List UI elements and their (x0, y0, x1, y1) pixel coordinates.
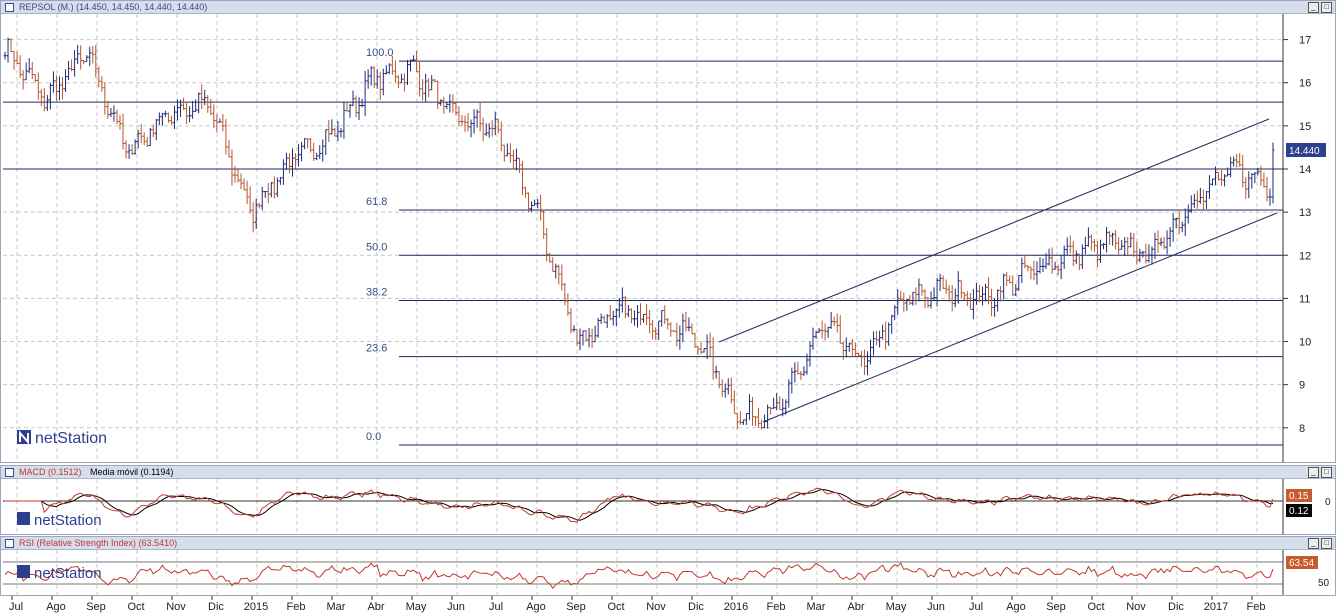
rsi-chart: 50 63.54 netStation (3, 550, 1330, 595)
macd-y-tick: 0 (1325, 497, 1331, 508)
x-tick-label: Oct (607, 601, 624, 613)
macd-signal-title: Media móvil (0.1194) (90, 467, 174, 477)
macd-panel: MACD (0.1512) Media móvil (0.1194) _ □ 0… (0, 465, 1336, 535)
x-tick-label: Dic (1168, 601, 1184, 613)
x-tick-label: Jun (927, 601, 945, 613)
x-tick-label: 2017 (1204, 601, 1228, 613)
minimize-button[interactable]: _ (1308, 538, 1319, 549)
macd-value-tag (1286, 489, 1312, 502)
logo-glyph (19, 430, 29, 445)
netstation-logo: netStation (17, 512, 102, 529)
y-tick-label: 14 (1299, 164, 1311, 176)
netstation-logo: netStation (17, 565, 102, 582)
fib-label: 61.8 (366, 196, 387, 208)
channel-upper-line (718, 118, 1270, 343)
y-tick-label: 15 (1299, 121, 1311, 133)
fib-label: 23.6 (366, 343, 387, 355)
y-tick-label: 9 (1299, 380, 1305, 392)
fib-label: 0.0 (366, 431, 381, 443)
y-tick-label: 11 (1299, 293, 1310, 305)
x-tick-label: Abr (367, 601, 384, 613)
rsi-panel-title-bar: RSI (Relative Strength Index) (63.5410) (1, 537, 1335, 550)
x-axis: Jul Ago Sep Oct Nov Dic 2015 Feb Mar Abr May Jun Jul… (9, 596, 1266, 613)
rsi-value-tag (1286, 556, 1318, 569)
channel-lower-line (762, 212, 1278, 423)
x-tick-label: Sep (566, 601, 586, 613)
x-tick-label: Sep (86, 601, 106, 613)
last-price-label: 14.440 (1289, 146, 1320, 157)
watermark-text: netStation (34, 512, 102, 529)
x-tick-label: Ago (526, 601, 546, 613)
minimize-button[interactable]: _ (1308, 2, 1319, 13)
x-tick-label: 2016 (724, 601, 748, 613)
y-tick-label: 16 (1299, 78, 1311, 90)
fib-label: 50.0 (366, 241, 387, 253)
x-tick-label: Feb (767, 601, 786, 613)
x-tick-label: 2015 (244, 601, 268, 613)
x-tick-label: Jul (969, 601, 983, 613)
watermark-text: netStation (35, 430, 107, 447)
x-tick-label: May (886, 601, 907, 613)
maximize-button[interactable]: □ (1321, 538, 1332, 549)
price-panel-title-bar: REPSOL (M.) (14.450, 14.450, 14.440, 14.… (1, 1, 1335, 14)
x-tick-label: Dic (208, 601, 224, 613)
x-tick-label: Abr (847, 601, 864, 613)
y-tick-label: 8 (1299, 423, 1305, 435)
x-tick-label: Nov (1126, 601, 1146, 613)
fib-label: 38.2 (366, 287, 387, 299)
rsi-value-label: 63.54 (1289, 558, 1314, 569)
netstation-logo: netStation (17, 430, 107, 447)
x-tick-label: Dic (688, 601, 704, 613)
macd-line (5, 487, 1274, 523)
x-tick-label: Jun (447, 601, 465, 613)
x-tick-label: Nov (166, 601, 186, 613)
rsi-y-tick: 50 (1318, 578, 1330, 589)
signal-value-tag (1286, 504, 1312, 517)
x-tick-label: Feb (287, 601, 306, 613)
x-tick-label: May (406, 601, 427, 613)
y-tick-label: 10 (1299, 337, 1311, 349)
minimize-button[interactable]: _ (1308, 467, 1319, 478)
panel-icon (5, 468, 14, 477)
rsi-panel: RSI (Relative Strength Index) (63.5410) … (0, 536, 1336, 596)
fib-label: 100.0 (366, 47, 394, 59)
x-tick-label: Jul (489, 601, 503, 613)
x-tick-label: Oct (1087, 601, 1104, 613)
price-chart: 17 16 15 14 13 12 11 10 9 8 100.0 61.8 50.0 38.2 23.6 0… (3, 14, 1326, 462)
signal-value-label: 0.12 (1289, 506, 1309, 517)
last-price-tag (1286, 143, 1326, 157)
logo-mark (17, 565, 30, 578)
x-tick-label: Mar (327, 601, 346, 613)
rsi-title: RSI (Relative Strength Index) (63.5410) (19, 538, 178, 548)
x-tick-label: Sep (1046, 601, 1066, 613)
rsi-line (4, 562, 1274, 590)
macd-chart: 0 0.15 0.12 netStation (3, 479, 1331, 534)
panel-icon (5, 3, 14, 12)
x-tick-label: Oct (127, 601, 144, 613)
macd-title: MACD (0.1512) (19, 467, 82, 477)
x-tick-label: Ago (1006, 601, 1026, 613)
x-tick-label: Nov (646, 601, 666, 613)
macd-value-label: 0.15 (1289, 491, 1309, 502)
panel-icon (5, 539, 14, 548)
y-tick-label: 17 (1299, 35, 1311, 47)
macd-signal-line (5, 488, 1274, 521)
x-tick-label: Jul (9, 601, 23, 613)
watermark-text: netStation (34, 565, 102, 582)
y-tick-label: 13 (1299, 207, 1311, 219)
price-panel: REPSOL (M.) (14.450, 14.450, 14.440, 14.… (0, 0, 1336, 463)
x-tick-label: Ago (46, 601, 66, 613)
maximize-button[interactable]: □ (1321, 467, 1332, 478)
logo-mark (17, 512, 30, 525)
macd-panel-title-bar: MACD (0.1512) Media móvil (0.1194) (1, 466, 1335, 479)
x-tick-label: Feb (1247, 601, 1266, 613)
y-tick-label: 12 (1299, 250, 1311, 262)
x-tick-label: Mar (807, 601, 826, 613)
price-bars (3, 37, 1275, 430)
price-panel-title: REPSOL (M.) (14.450, 14.450, 14.440, 14.… (19, 2, 208, 12)
maximize-button[interactable]: □ (1321, 2, 1332, 13)
